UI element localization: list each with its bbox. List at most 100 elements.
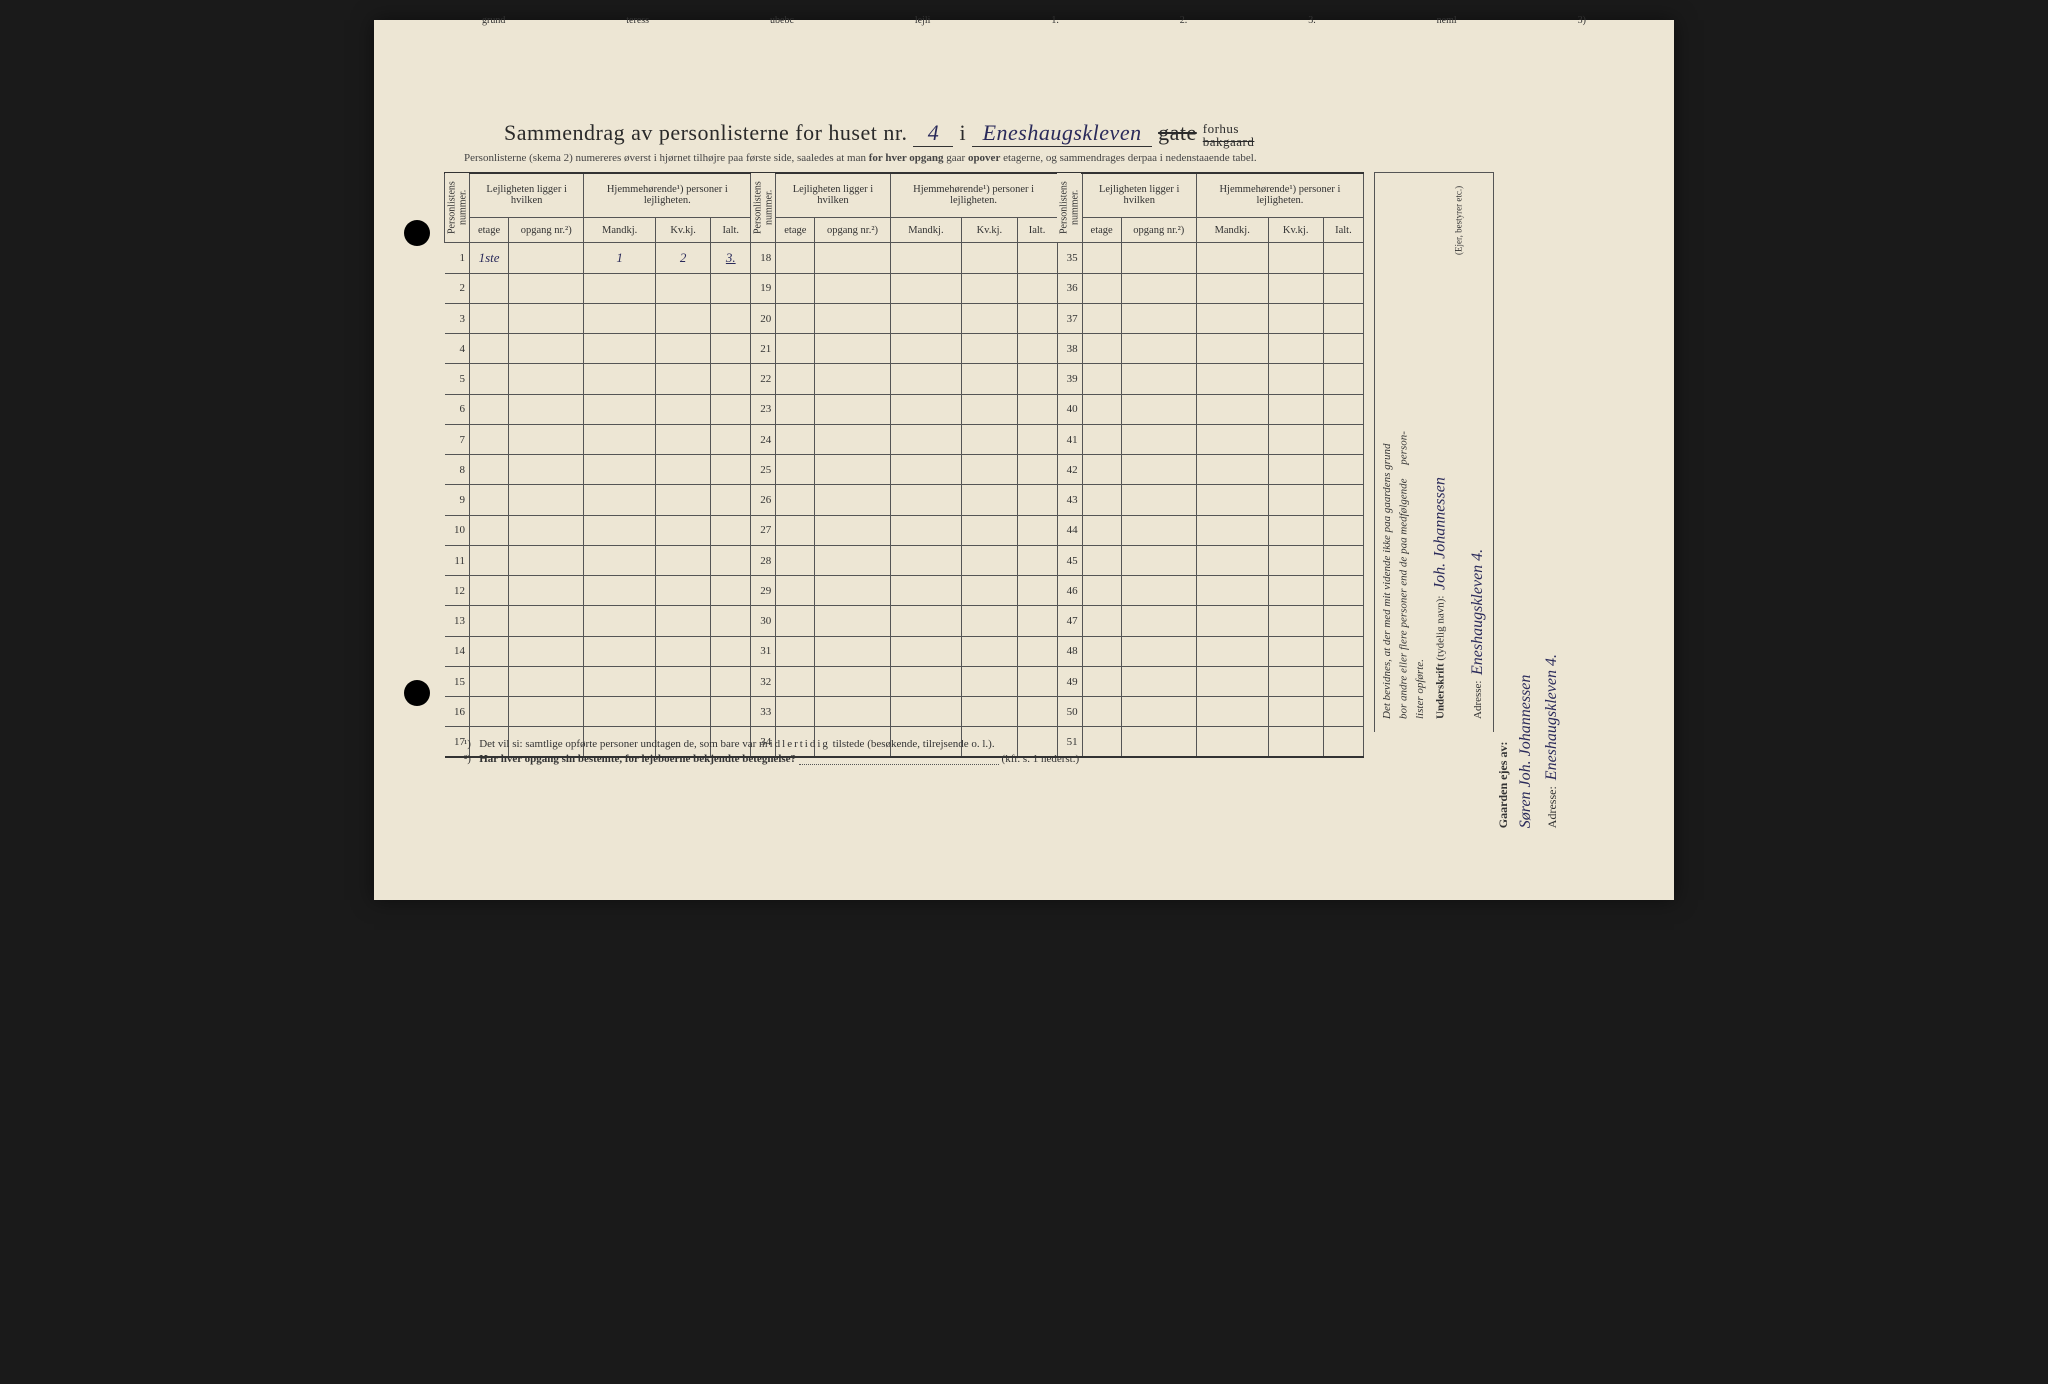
cell: 3. — [711, 243, 751, 273]
attest-line1b: bor andre eller flere personer end de pa… — [1398, 478, 1410, 719]
cell — [1121, 576, 1196, 606]
cell — [1121, 636, 1196, 666]
cell — [1082, 243, 1121, 273]
cell: 45 — [1057, 545, 1082, 575]
cell — [962, 394, 1017, 424]
cell: 31 — [751, 636, 776, 666]
cell: 1ste — [470, 243, 509, 273]
cell — [509, 576, 584, 606]
cell — [711, 394, 751, 424]
cell — [584, 273, 656, 303]
cell — [776, 606, 815, 636]
bakgaard-struck: bakgaard — [1203, 135, 1255, 148]
cell — [656, 273, 711, 303]
table-row: 112845 — [445, 545, 1364, 575]
cell — [1017, 394, 1057, 424]
cell — [1017, 515, 1057, 545]
cell: 10 — [445, 515, 470, 545]
cell — [776, 666, 815, 696]
cell — [890, 666, 962, 696]
cell — [1017, 545, 1057, 575]
cell — [1268, 697, 1323, 727]
cell — [776, 485, 815, 515]
cell — [711, 576, 751, 606]
cell — [470, 424, 509, 454]
cell: 38 — [1057, 334, 1082, 364]
cell: 47 — [1057, 606, 1082, 636]
cell — [815, 485, 890, 515]
col-etage: etage — [776, 217, 815, 243]
cell — [815, 455, 890, 485]
col-mandkj: Mandkj. — [890, 217, 962, 243]
cell — [584, 394, 656, 424]
cell — [1196, 334, 1268, 364]
tab: 2. — [1180, 15, 1188, 45]
cell — [1196, 606, 1268, 636]
cell — [509, 303, 584, 333]
form-subtitle: Personlisterne (skema 2) numereres øvers… — [444, 152, 1624, 164]
cell — [776, 697, 815, 727]
col-etage: etage — [1082, 217, 1121, 243]
col-personlistens-2: Personlistens nummer. — [751, 173, 776, 243]
sub-e: etagerne, og sammendrages derpaa i neden… — [1003, 152, 1257, 164]
cell — [962, 334, 1017, 364]
cell — [1017, 334, 1057, 364]
cell — [1323, 334, 1363, 364]
cell: 18 — [751, 243, 776, 273]
cell — [890, 243, 962, 273]
attest-line1c: person- — [1398, 431, 1410, 465]
cell: 23 — [751, 394, 776, 424]
cell — [470, 576, 509, 606]
cell — [1323, 666, 1363, 696]
cell — [962, 303, 1017, 333]
cell — [890, 424, 962, 454]
cell — [1121, 455, 1196, 485]
cell — [1196, 273, 1268, 303]
cell — [1121, 545, 1196, 575]
cell: 1 — [584, 243, 656, 273]
cell — [815, 273, 890, 303]
cell — [509, 364, 584, 394]
cell — [1082, 394, 1121, 424]
owner-name: Søren Joh. Johannessen — [1517, 675, 1534, 829]
owner-adresse-label: Adresse: — [1545, 786, 1559, 828]
cell: 22 — [751, 364, 776, 394]
cell — [656, 606, 711, 636]
sub-b: for hver opgang — [869, 152, 944, 164]
cell: 15 — [445, 666, 470, 696]
cell — [890, 364, 962, 394]
cell — [962, 515, 1017, 545]
col-kvkj: Kv.kj. — [656, 217, 711, 243]
cell — [890, 606, 962, 636]
cell — [1082, 485, 1121, 515]
tab: 3. — [1308, 15, 1316, 45]
table-row: 92643 — [445, 485, 1364, 515]
cell — [711, 515, 751, 545]
cell — [711, 666, 751, 696]
sub-d: opover — [968, 152, 1000, 164]
cell — [711, 636, 751, 666]
cell — [1121, 243, 1196, 273]
cell — [962, 364, 1017, 394]
cell — [1196, 424, 1268, 454]
cell: 41 — [1057, 424, 1082, 454]
cell — [656, 394, 711, 424]
cell — [1196, 394, 1268, 424]
cell — [1017, 424, 1057, 454]
cell — [1017, 576, 1057, 606]
cell — [584, 576, 656, 606]
cell: 35 — [1057, 243, 1082, 273]
cell: 37 — [1057, 303, 1082, 333]
underskrift-label: Underskrift — [1435, 663, 1447, 719]
owner-label: Gaarden ejes av: — [1496, 742, 1510, 829]
cell — [711, 303, 751, 333]
cell — [1121, 515, 1196, 545]
cell: 33 — [751, 697, 776, 727]
underskrift-note: (tydelig navn): — [1435, 596, 1447, 661]
cell: 13 — [445, 606, 470, 636]
cell — [890, 455, 962, 485]
col-kvkj: Kv.kj. — [1268, 217, 1323, 243]
cell — [656, 697, 711, 727]
cell — [776, 303, 815, 333]
street-name-field: Eneshaugskleven — [972, 120, 1152, 147]
